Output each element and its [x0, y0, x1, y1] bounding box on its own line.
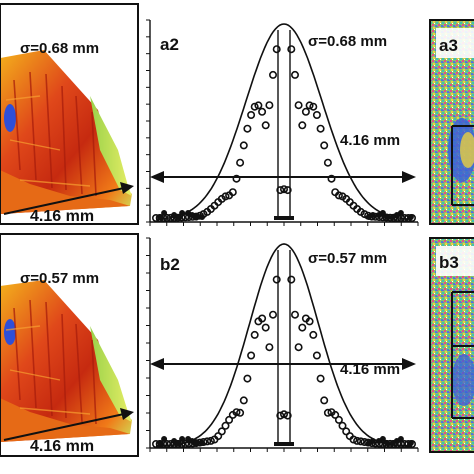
width-arrowhead-right-a2: [402, 171, 416, 183]
surface-dip-a1: [4, 104, 16, 132]
width-label-b1: 4.16 mm: [30, 438, 94, 455]
sigma-label-b2: σ=0.57 mm: [308, 250, 387, 267]
ticks-a2: [146, 19, 419, 226]
width-arrowhead-left-a2: [150, 171, 164, 183]
phase-feature-b3: [452, 354, 474, 406]
panel-a1: σ=0.68 mm 4.16 mm: [0, 3, 139, 225]
panel-a2: a2 σ=0.68 mm 4.16 mm: [146, 19, 419, 226]
surface-plot-a1: [1, 50, 132, 214]
width-arrowhead-b1: [120, 408, 134, 420]
sigma-label-a1: σ=0.68 mm: [20, 40, 99, 57]
width-arrowhead-a1: [120, 182, 134, 194]
profile-b2: [152, 243, 416, 448]
width-arrowhead-right-b2: [402, 358, 416, 370]
width-arrowhead-left-b2: [150, 358, 164, 370]
panel-b1: σ=0.57 mm 4.16 mm: [0, 233, 139, 457]
panel-label-b2: b2: [160, 255, 180, 274]
panel-b3: b3: [429, 237, 474, 453]
panel-label-a2: a2: [160, 35, 179, 54]
panel-b2: b2 σ=0.57 mm 4.16 mm: [146, 237, 419, 452]
width-arrow-a1: [3, 187, 125, 215]
width-label-a2: 4.16 mm: [340, 132, 400, 149]
width-label-b2: 4.16 mm: [340, 361, 400, 378]
surface-plot-b1: [1, 280, 132, 442]
surface-dip-b1: [4, 319, 16, 345]
profile-a2: [152, 23, 416, 223]
panel-label-b3: b3: [439, 253, 459, 272]
width-arrow-b1: [3, 413, 125, 441]
ticks-b2: [146, 237, 419, 452]
sigma-label-b1: σ=0.57 mm: [20, 270, 99, 287]
sigma-label-a2: σ=0.68 mm: [308, 33, 387, 50]
panel-label-a3: a3: [439, 36, 458, 55]
panel-a3: a3: [429, 19, 474, 225]
width-label-a1: 4.16 mm: [30, 208, 94, 225]
